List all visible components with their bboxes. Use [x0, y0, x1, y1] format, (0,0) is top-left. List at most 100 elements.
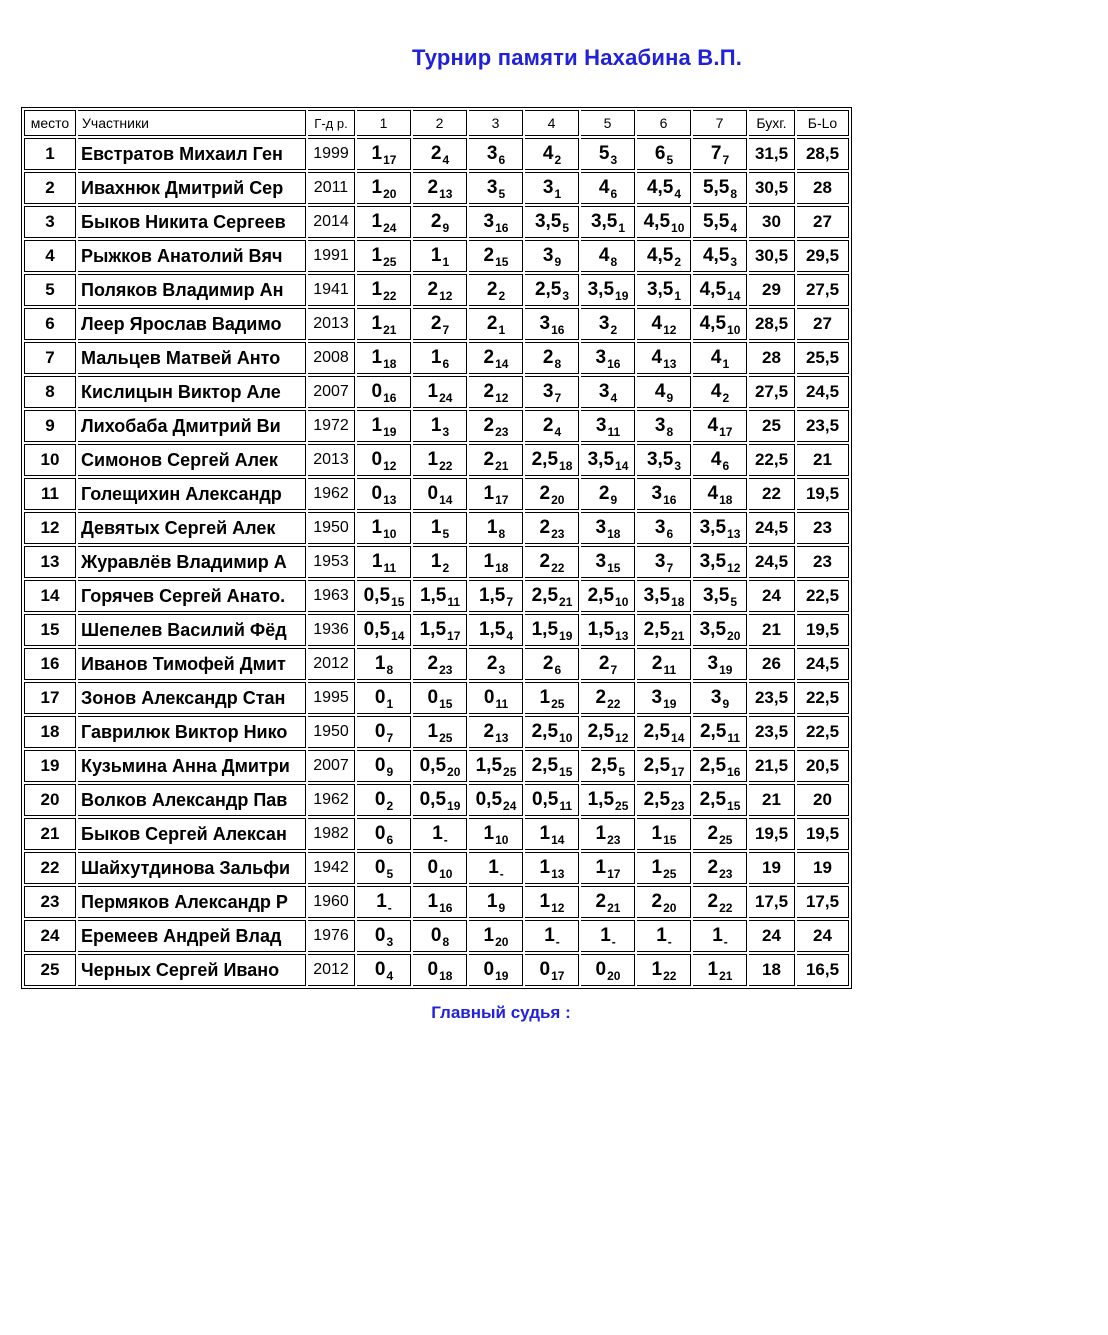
berger-cell: 24,5 [797, 376, 849, 408]
header-round-1: 1 [357, 110, 411, 136]
round-result-cell: 3,518 [637, 580, 691, 612]
round-result-cell: 03 [357, 920, 411, 952]
round-result-cell: 019 [469, 954, 523, 986]
round-result-cell: 2,510 [525, 716, 579, 748]
place-cell: 19 [24, 750, 76, 782]
round-result-cell: 46 [693, 444, 747, 476]
round-result-cell: 3,51 [581, 206, 635, 238]
place-cell: 17 [24, 682, 76, 714]
buchholz-cell: 29 [749, 274, 795, 306]
round-result-cell: 110 [469, 818, 523, 850]
page-title: Турнир памяти Нахабина В.П. [411, 45, 743, 70]
round-result-cell: 125 [525, 682, 579, 714]
round-result-cell: 19 [469, 886, 523, 918]
round-result-cell: 122 [637, 954, 691, 986]
round-result-cell: 1- [413, 818, 467, 850]
round-result-cell: 1- [581, 920, 635, 952]
buchholz-cell: 24,5 [749, 546, 795, 578]
round-result-cell: 1,519 [525, 614, 579, 646]
round-result-cell: 1- [693, 920, 747, 952]
header-round-6: 6 [637, 110, 691, 136]
round-result-cell: 1,517 [413, 614, 467, 646]
participant-name-cell: Журавлёв Владимир А [78, 546, 306, 578]
round-result-cell: 212 [413, 274, 467, 306]
round-result-cell: 39 [525, 240, 579, 272]
berger-cell: 29,5 [797, 240, 849, 272]
round-result-cell: 4,514 [693, 274, 747, 306]
place-cell: 7 [24, 342, 76, 374]
place-cell: 6 [24, 308, 76, 340]
round-result-cell: 124 [413, 376, 467, 408]
participant-name-cell: Волков Александр Пав [78, 784, 306, 816]
round-result-cell: 316 [637, 478, 691, 510]
header-berger: Б-Lo [797, 110, 849, 136]
round-result-cell: 113 [525, 852, 579, 884]
table-row: 9 Лихобаба Дмитрий Ви 1972 119 13 223 24… [24, 410, 849, 442]
round-result-cell: 014 [413, 478, 467, 510]
participant-name-cell: Быков Никита Сергеев [78, 206, 306, 238]
buchholz-cell: 27,5 [749, 376, 795, 408]
buchholz-cell: 28,5 [749, 308, 795, 340]
round-result-cell: 120 [357, 172, 411, 204]
buchholz-cell: 24 [749, 580, 795, 612]
buchholz-cell: 22,5 [749, 444, 795, 476]
round-result-cell: 3,55 [525, 206, 579, 238]
birth-year-cell: 1960 [308, 886, 355, 918]
round-result-cell: 31 [525, 172, 579, 204]
round-result-cell: 09 [357, 750, 411, 782]
table-row: 1 Евстратов Михаил Ген 1999 117 24 36 42… [24, 138, 849, 170]
round-result-cell: 122 [357, 274, 411, 306]
table-row: 16 Иванов Тимофей Дмит 2012 18 223 23 26… [24, 648, 849, 680]
round-result-cell: 316 [525, 308, 579, 340]
birth-year-cell: 1953 [308, 546, 355, 578]
round-result-cell: 1- [357, 886, 411, 918]
round-result-cell: 016 [357, 376, 411, 408]
round-result-cell: 5,58 [693, 172, 747, 204]
round-result-cell: 010 [413, 852, 467, 884]
berger-cell: 23,5 [797, 410, 849, 442]
berger-cell: 27,5 [797, 274, 849, 306]
berger-cell: 20,5 [797, 750, 849, 782]
birth-year-cell: 1991 [308, 240, 355, 272]
berger-cell: 19,5 [797, 818, 849, 850]
round-result-cell: 4,510 [693, 308, 747, 340]
table-row: 25 Черных Сергей Ивано 2012 04 018 019 0… [24, 954, 849, 986]
birth-year-cell: 2008 [308, 342, 355, 374]
table-row: 8 Кислицын Виктор Але 2007 016 124 212 3… [24, 376, 849, 408]
round-result-cell: 311 [581, 410, 635, 442]
birth-year-cell: 1950 [308, 716, 355, 748]
round-result-cell: 1,57 [469, 580, 523, 612]
berger-cell: 22,5 [797, 682, 849, 714]
place-cell: 15 [24, 614, 76, 646]
round-result-cell: 29 [413, 206, 467, 238]
buchholz-cell: 24 [749, 920, 795, 952]
table-row: 11 Голещихин Александр 1962 013 014 117 … [24, 478, 849, 510]
table-row: 19 Кузьмина Анна Дмитри 2007 09 0,520 1,… [24, 750, 849, 782]
round-result-cell: 2,514 [637, 716, 691, 748]
round-result-cell: 315 [581, 546, 635, 578]
place-cell: 2 [24, 172, 76, 204]
round-result-cell: 1,525 [581, 784, 635, 816]
participant-name-cell: Черных Сергей Ивано [78, 954, 306, 986]
round-result-cell: 0,524 [469, 784, 523, 816]
round-result-cell: 114 [525, 818, 579, 850]
table-row: 24 Еремеев Андрей Влад 1976 03 08 120 1-… [24, 920, 849, 952]
round-result-cell: 37 [525, 376, 579, 408]
buchholz-cell: 17,5 [749, 886, 795, 918]
berger-cell: 19,5 [797, 614, 849, 646]
round-result-cell: 18 [357, 648, 411, 680]
berger-cell: 22,5 [797, 716, 849, 748]
berger-cell: 25,5 [797, 342, 849, 374]
round-result-cell: 213 [413, 172, 467, 204]
round-result-cell: 41 [693, 342, 747, 374]
round-result-cell: 32 [581, 308, 635, 340]
round-result-cell: 222 [525, 546, 579, 578]
birth-year-cell: 2013 [308, 308, 355, 340]
round-result-cell: 2,511 [693, 716, 747, 748]
berger-cell: 21 [797, 444, 849, 476]
round-result-cell: 4,53 [693, 240, 747, 272]
header-round-4: 4 [525, 110, 579, 136]
birth-year-cell: 1999 [308, 138, 355, 170]
participant-name-cell: Шепелев Василий Фёд [78, 614, 306, 646]
round-result-cell: 27 [413, 308, 467, 340]
